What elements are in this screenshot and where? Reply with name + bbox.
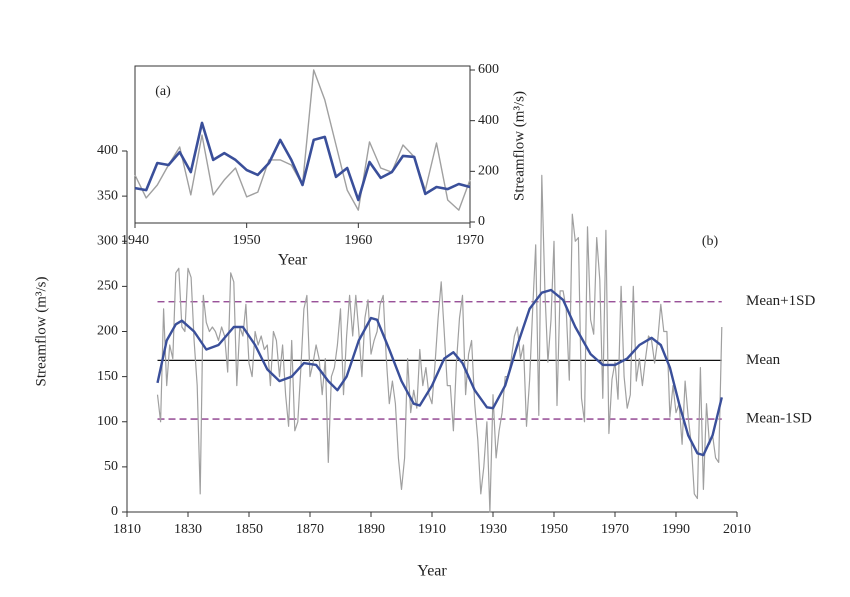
y-tick-label: 600	[478, 62, 499, 77]
panel-label: (a)	[155, 84, 171, 99]
y-tick-label: 250	[97, 279, 118, 294]
x-tick-label: 1950	[540, 522, 568, 537]
x-tick-label: 1870	[296, 522, 324, 537]
panel-label: (b)	[702, 234, 719, 249]
x-tick-label: 1950	[233, 233, 261, 248]
y-tick-label: 350	[97, 188, 118, 203]
x-tick-label: 1990	[662, 522, 690, 537]
x-tick-label: 1930	[479, 522, 507, 537]
panel: 1810 1830 1850 1870 1890 1910 1930 1950 1970 1990…	[33, 143, 815, 579]
x-tick-label: 1830	[174, 522, 202, 537]
x-axis-label: Year	[278, 252, 308, 269]
y-tick-label: 150	[97, 369, 118, 384]
x-axis-label: Year	[417, 563, 447, 580]
reference-label: Mean	[746, 352, 781, 368]
x-tick-label: 1970	[601, 522, 629, 537]
y-tick-label: 400	[97, 143, 118, 158]
y-tick-label: 300	[97, 233, 118, 248]
x-tick-label: 1890	[357, 522, 385, 537]
y-tick-label: 200	[97, 324, 118, 339]
x-tick-label: 1850	[235, 522, 263, 537]
panel: 1940 1950 1960 1970 0 200 400 600 Streamflow (m³…	[121, 62, 527, 268]
y-tick-label: 200	[478, 164, 499, 179]
y-tick-label: 100	[97, 414, 118, 429]
y-tick-label: 0	[111, 504, 118, 519]
x-tick-label: 1970	[456, 233, 484, 248]
series-line	[156, 174, 723, 513]
x-tick-label: 1910	[418, 522, 446, 537]
y-axis-label: Streamflow (m³/s)	[511, 91, 527, 201]
inset-frame	[134, 65, 471, 224]
reference-label: Mean+1SD	[746, 293, 815, 309]
x-tick-label: 1960	[344, 233, 372, 248]
x-tick-label: 1810	[113, 522, 141, 537]
reference-label: Mean-1SD	[746, 410, 812, 426]
series-line	[156, 288, 723, 457]
y-tick-label: 50	[104, 459, 118, 474]
series-line	[134, 121, 471, 202]
y-tick-label: 400	[478, 113, 499, 128]
y-axis-label: Streamflow (m³/s)	[33, 277, 49, 387]
y-tick-label: 0	[478, 214, 485, 229]
x-tick-label: 1940	[121, 233, 149, 248]
x-tick-label: 2010	[723, 522, 751, 537]
